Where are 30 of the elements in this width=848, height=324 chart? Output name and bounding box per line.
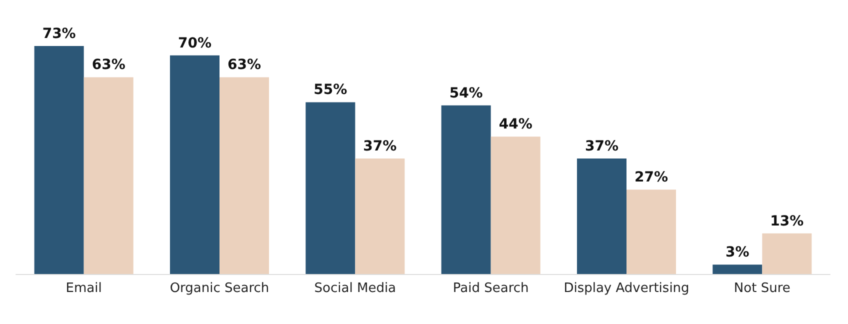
bar (576, 158, 626, 274)
data-label: 63% (228, 57, 262, 74)
data-label: 37% (363, 138, 397, 154)
bar (355, 158, 405, 274)
data-label: 27% (634, 170, 668, 186)
bar (170, 55, 220, 274)
data-label: 37% (584, 138, 618, 154)
data-label: 3% (726, 244, 750, 261)
data-label: 70% (178, 35, 212, 52)
data-label: 44% (498, 116, 532, 133)
bar (220, 77, 270, 274)
bar (84, 77, 134, 274)
x-tick-label: Paid Search (452, 281, 529, 296)
data-label: 54% (449, 85, 483, 102)
x-tick-label: Social Media (314, 281, 396, 296)
bar (441, 105, 491, 274)
data-label: 63% (92, 57, 126, 74)
bar (762, 233, 812, 274)
bar (626, 190, 676, 274)
x-tick-label: Display Advertising (564, 281, 690, 296)
bar (34, 46, 84, 274)
data-label: 73% (42, 26, 76, 42)
data-label: 55% (314, 82, 348, 98)
x-tick-label: Email (66, 281, 102, 296)
bar (306, 102, 356, 274)
x-tick-label: Organic Search (170, 281, 270, 296)
bar (712, 264, 762, 274)
bar (490, 136, 540, 274)
x-tick-label: Not Sure (734, 281, 790, 296)
data-label: 13% (770, 213, 804, 230)
